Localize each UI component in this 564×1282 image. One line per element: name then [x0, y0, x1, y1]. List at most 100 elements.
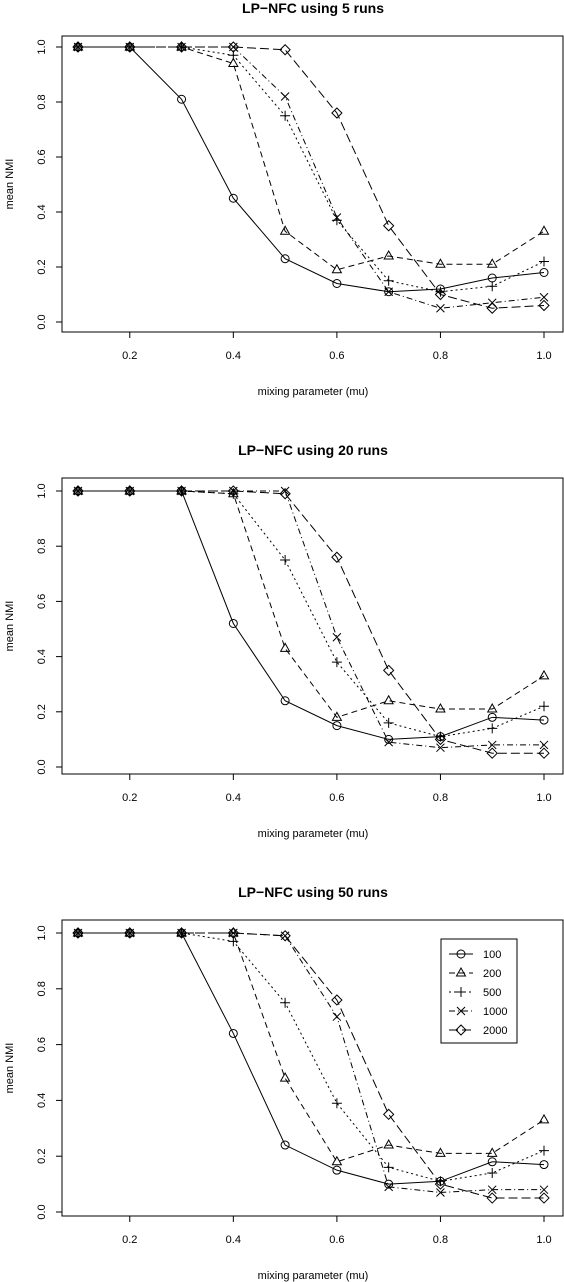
data-point — [331, 1098, 342, 1109]
x-tick-label: 0.8 — [433, 1234, 448, 1246]
data-point — [382, 220, 395, 232]
y-tick-label: 0.2 — [36, 704, 48, 719]
data-point — [539, 256, 549, 267]
data-point — [280, 486, 290, 496]
data-point — [538, 1192, 550, 1204]
x-axis-label: mixing parameter (mu) — [258, 386, 369, 398]
x-tick-label: 1.0 — [536, 1234, 551, 1246]
data-point — [228, 1028, 238, 1038]
data-point — [538, 225, 550, 235]
y-tick-label: 0.8 — [36, 539, 48, 554]
data-point — [486, 1147, 498, 1157]
series-line — [78, 932, 545, 1182]
y-tick-label: 0.4 — [36, 1093, 48, 1108]
series-4 — [73, 486, 549, 753]
y-tick-label: 0.0 — [36, 1204, 48, 1219]
chart-title: LP−NFC using 5 runs — [242, 0, 384, 16]
data-point — [435, 703, 446, 713]
data-point — [124, 41, 136, 53]
y-axis-label: mean NMI — [4, 601, 16, 652]
data-point — [279, 642, 291, 652]
data-point — [434, 288, 447, 301]
series-line — [78, 46, 545, 271]
data-point — [227, 927, 240, 939]
series-line — [78, 490, 545, 738]
x-tick-label: 0.6 — [329, 792, 344, 804]
legend-label: 2000 — [483, 1025, 507, 1037]
data-point — [228, 193, 238, 203]
data-point — [486, 302, 498, 314]
data-point — [227, 57, 239, 67]
chart-title: LP−NFC using 50 runs — [238, 884, 388, 900]
legend-label: 1000 — [483, 1006, 507, 1018]
data-point — [383, 694, 395, 705]
data-point — [331, 711, 343, 721]
data-point — [435, 286, 446, 297]
y-tick-label: 0.0 — [36, 759, 48, 774]
series-3 — [73, 486, 549, 742]
data-point — [332, 1012, 342, 1022]
data-point — [487, 1185, 497, 1195]
data-point — [280, 997, 291, 1008]
chart-panel-1: LP−NFC using 5 runs 0.2 0.4 0.6 0.8 1.0 0.0 0.2… — [4, 0, 564, 398]
series-line — [78, 932, 545, 1163]
data-point — [487, 740, 497, 750]
y-axis-label: mean NMI — [4, 1043, 16, 1094]
data-point — [175, 485, 188, 497]
data-point — [227, 926, 239, 937]
data-point — [434, 733, 447, 746]
data-point — [331, 215, 342, 226]
plot-frame — [61, 477, 564, 775]
data-point — [486, 747, 498, 759]
series-5 — [72, 485, 550, 759]
y-tick-label: 0.8 — [36, 981, 48, 996]
data-point — [486, 258, 498, 268]
data-point — [280, 696, 290, 706]
data-point — [382, 1108, 395, 1121]
data-point — [279, 44, 291, 56]
data-point — [331, 657, 342, 668]
data-point — [280, 254, 290, 264]
data-point — [487, 1167, 498, 1178]
x-tick-label: 0.2 — [122, 792, 137, 804]
x-tick-label: 0.4 — [226, 350, 241, 362]
data-point — [228, 618, 238, 628]
series-line — [78, 46, 545, 309]
data-point — [384, 1182, 394, 1192]
x-tick-label: 1.0 — [536, 792, 551, 804]
data-point — [486, 1192, 498, 1204]
plot-frame — [61, 919, 564, 1217]
x-tick-label: 0.6 — [329, 350, 344, 362]
data-point — [487, 281, 498, 292]
series-4 — [73, 42, 549, 313]
data-point — [383, 1162, 394, 1173]
series-3 — [73, 42, 549, 297]
data-point — [332, 279, 342, 288]
data-point — [383, 717, 394, 728]
data-point — [382, 664, 395, 677]
data-point — [539, 715, 549, 725]
series-5 — [72, 41, 550, 314]
data-point — [435, 731, 446, 742]
data-point — [384, 287, 394, 297]
series-line — [78, 490, 545, 740]
data-point — [279, 488, 291, 500]
legend: 100 200 500 1000 2000 — [440, 938, 518, 1044]
data-point — [538, 299, 550, 312]
x-tick-label: 1.0 — [536, 350, 551, 362]
data-point — [72, 41, 84, 53]
data-point — [384, 1179, 394, 1189]
series-line — [78, 46, 545, 293]
data-point — [279, 930, 291, 942]
data-point — [538, 747, 550, 759]
y-tick-label: 1.0 — [36, 39, 48, 54]
series-5 — [72, 927, 550, 1204]
data-point — [487, 723, 498, 734]
data-point — [436, 1188, 445, 1197]
x-axis-label: mixing parameter (mu) — [258, 828, 369, 840]
data-point — [332, 632, 342, 642]
data-point — [487, 712, 497, 722]
data-point — [539, 1185, 549, 1195]
data-point — [383, 1139, 395, 1149]
